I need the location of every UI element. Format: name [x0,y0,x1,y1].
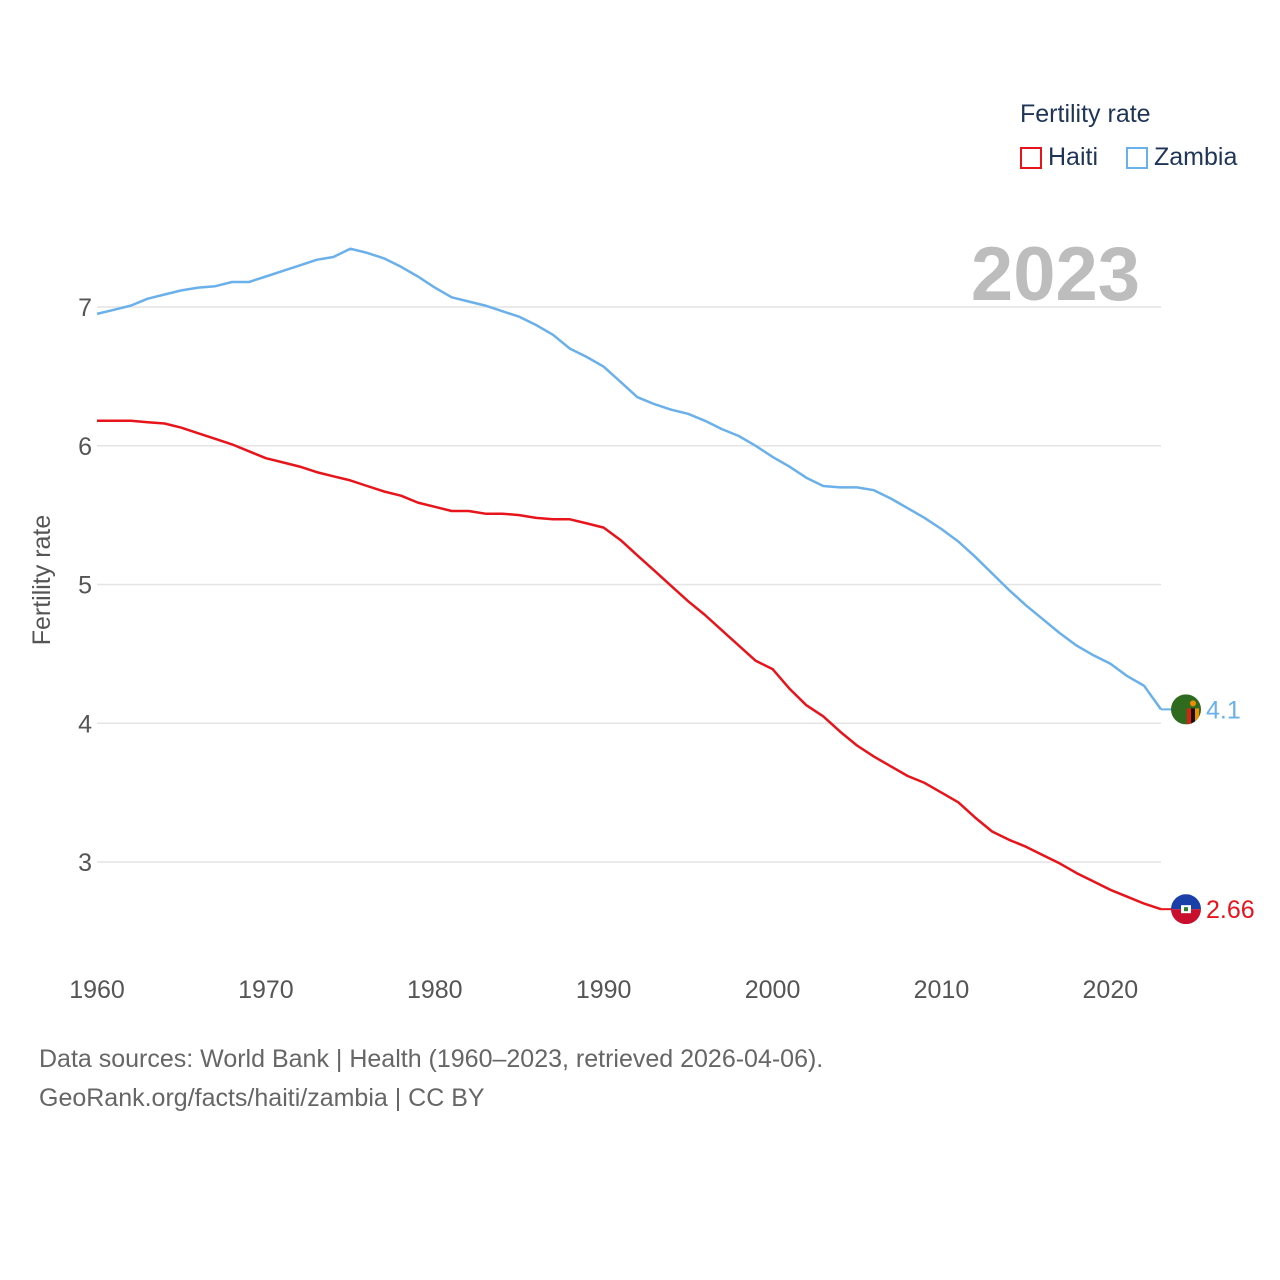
y-tick-label: 7 [78,294,92,322]
series-line-zambia[interactable] [96,247,1163,711]
x-axis: 1960 1970 1980 1990 2000 2010 2020 [69,976,1138,1004]
legend-swatch-zambia [1126,146,1148,169]
end-value-label-haiti: 2.66 [1206,896,1255,924]
x-tick-label: 2000 [745,976,801,1004]
legend-item-haiti[interactable]: Haiti [1020,143,1098,172]
footer-link[interactable]: GeoRank.org/facts/haiti/zambia | CC BY [39,1084,485,1112]
x-tick-label: 1960 [69,976,125,1004]
y-tick-label: 3 [78,849,92,877]
legend-label-zambia: Zambia [1154,143,1238,171]
legend-swatch-haiti [1020,146,1042,169]
legend-item-zambia[interactable]: Zambia [1126,143,1237,172]
y-tick-label: 4 [78,710,92,738]
haiti-flag-icon [1171,894,1201,925]
x-tick-label: 1970 [238,976,294,1004]
end-value-label-zambia: 4.1 [1206,696,1241,724]
zambia-flag-icon [1171,694,1201,725]
grid [97,306,1161,863]
y-tick-label: 5 [78,572,92,600]
x-tick-label: 2010 [914,976,970,1004]
legend-title: Fertility rate [1020,100,1151,128]
series-end-markers: 2.66 4.1 [1161,694,1255,925]
y-axis-label: Fertility rate [28,515,56,646]
legend-label-haiti: Haiti [1048,143,1099,171]
x-tick-label: 1980 [407,976,463,1004]
x-tick-label: 2020 [1083,976,1139,1004]
footer-sources: Data sources: World Bank | Health (1960–… [39,1045,824,1073]
y-axis: 3 4 5 6 7 [78,294,92,877]
y-tick-label: 6 [78,433,92,461]
series-line-haiti[interactable] [97,419,1162,911]
series-lines [96,247,1163,911]
year-label: 2023 [971,232,1140,317]
x-tick-label: 1990 [576,976,632,1004]
